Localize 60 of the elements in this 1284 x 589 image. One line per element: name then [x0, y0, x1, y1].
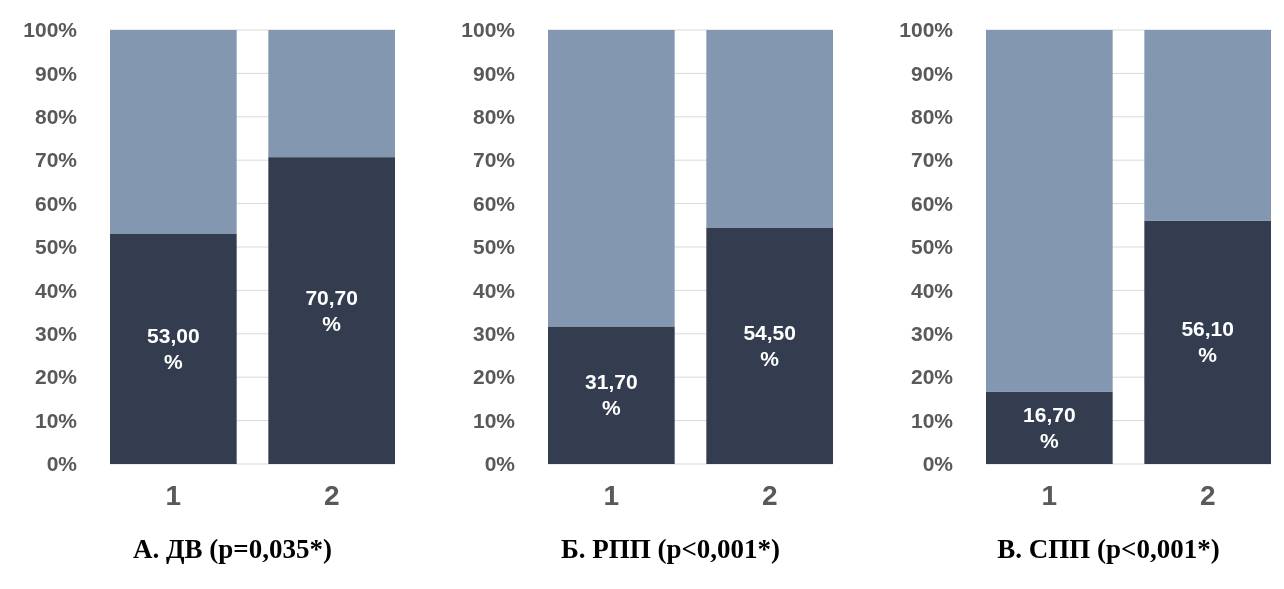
text: А. ДВ (p=0,035*) [133, 534, 332, 564]
bar [986, 30, 1113, 392]
y-tick-label: 80% [34, 105, 78, 129]
y-tick-label: 60% [910, 191, 954, 215]
y-tick-label: 70% [34, 148, 78, 172]
y-tick-label: 100% [23, 18, 78, 42]
y-tick-label: 10% [34, 408, 78, 432]
y-tick-label: 40% [472, 278, 516, 302]
y-tick-label: 50% [910, 235, 954, 259]
x-tick-label: 2 [323, 479, 340, 511]
y-tick-label: 60% [34, 191, 78, 215]
bar [110, 233, 237, 464]
y-tick-label: 0% [922, 452, 954, 476]
x-tick-label: 2 [761, 479, 778, 511]
y-tick-label: 50% [472, 235, 516, 259]
y-tick-label: 0% [484, 452, 516, 476]
y-tick-label: 80% [910, 105, 954, 129]
y-tick-label: 80% [472, 105, 516, 129]
y-tick-label: 100% [461, 18, 516, 42]
bar [706, 227, 833, 464]
y-tick-label: 30% [34, 322, 78, 346]
text: В. СПП (p<0,001*) [997, 534, 1220, 564]
y-tick-label: 20% [472, 365, 516, 389]
bar [1144, 220, 1271, 464]
y-tick-label: 70% [910, 148, 954, 172]
y-tick-label: 10% [910, 408, 954, 432]
data-label: 70,70 % [305, 285, 358, 335]
x-tick-label: 1 [165, 479, 182, 511]
bar [706, 30, 833, 228]
bar [986, 391, 1113, 464]
y-tick-label: 70% [472, 148, 516, 172]
bar [548, 326, 675, 464]
y-tick-label: 10% [472, 408, 516, 432]
y-tick-label: 90% [34, 61, 78, 85]
y-tick-label: 40% [910, 278, 954, 302]
data-label: 53,00 % [147, 323, 200, 373]
y-tick-label: 100% [899, 18, 954, 42]
y-tick-label: 30% [472, 322, 516, 346]
data-label: 56,10 % [1181, 317, 1234, 367]
bar [268, 157, 395, 464]
text: Б. РПП (p<0,001*) [560, 534, 781, 564]
x-tick-label: 1 [1041, 479, 1058, 511]
bar [548, 30, 675, 327]
data-label: 16,70 % [1023, 402, 1076, 452]
y-tick-label: 90% [910, 61, 954, 85]
y-tick-label: 50% [34, 235, 78, 259]
x-tick-label: 2 [1199, 479, 1216, 511]
y-tick-label: 20% [910, 365, 954, 389]
data-label: 54,50 % [743, 320, 796, 370]
bar [110, 30, 237, 234]
y-tick-label: 90% [472, 61, 516, 85]
y-tick-label: 60% [472, 191, 516, 215]
x-tick-label: 1 [603, 479, 620, 511]
data-label: 31,70 % [585, 370, 638, 420]
y-tick-label: 20% [34, 365, 78, 389]
y-tick-label: 40% [34, 278, 78, 302]
bar [268, 30, 395, 158]
bar [1144, 30, 1271, 221]
y-tick-label: 30% [910, 322, 954, 346]
y-tick-label: 0% [46, 452, 78, 476]
